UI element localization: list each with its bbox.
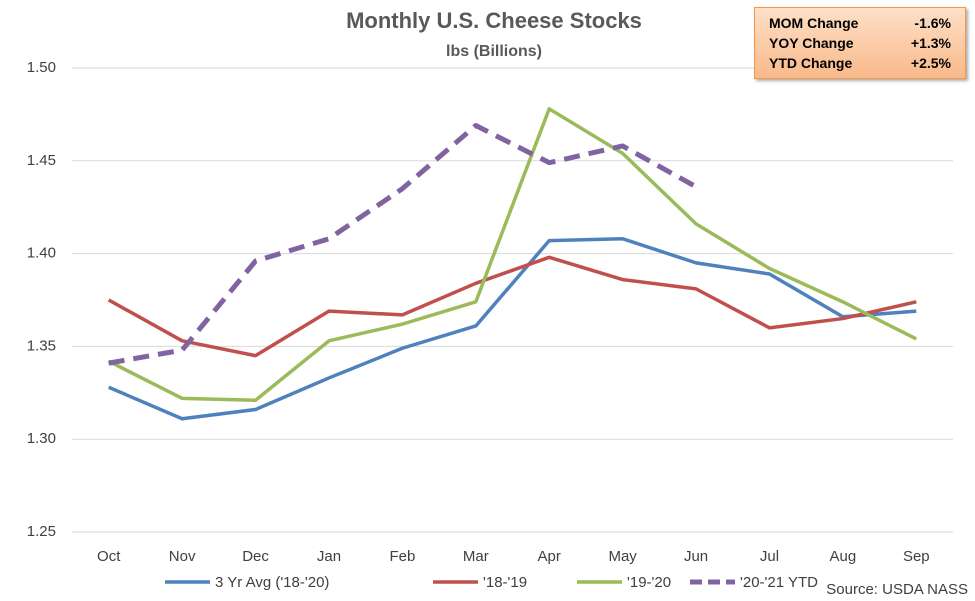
change-box: MOM Change -1.6% YOY Change +1.3% YTD Change… [754, 7, 966, 79]
change-value: +1.3% [910, 35, 951, 51]
y-tick-label: 1.45 [27, 152, 56, 169]
x-tick-label: Oct [97, 548, 121, 565]
legend-label: '20-'21 YTD [740, 574, 818, 591]
x-tick-label: Jul [760, 548, 779, 565]
legend-label: '18-'19 [483, 574, 527, 591]
line-series [107, 255, 917, 358]
x-tick-label: Aug [830, 548, 857, 565]
y-tick-label: 1.30 [27, 430, 56, 447]
change-value: -1.6% [914, 15, 951, 31]
line-series [108, 237, 917, 421]
y-tick-label: 1.25 [27, 523, 56, 540]
chart-subtitle: lbs (Billions) [446, 43, 542, 60]
x-tick-label: Sep [903, 548, 930, 565]
change-row: YOY Change +1.3% [769, 33, 951, 53]
x-tick-label: Feb [389, 548, 415, 565]
x-tick-label: Jun [684, 548, 708, 565]
x-tick-label: Dec [242, 548, 269, 565]
y-tick-label: 1.40 [27, 245, 56, 262]
change-row: MOM Change -1.6% [769, 13, 951, 33]
x-tick-label: Nov [169, 548, 196, 565]
legend-label: 3 Yr Avg ('18-'20) [215, 574, 329, 591]
x-tick-label: Mar [463, 548, 489, 565]
line-series [108, 123, 698, 366]
change-label: YOY Change [769, 35, 854, 51]
source: Source: USDA NASS [826, 581, 968, 598]
change-row: YTD Change +2.5% [769, 53, 951, 73]
change-label: YTD Change [769, 55, 853, 71]
y-tick-label: 1.35 [27, 337, 56, 354]
y-tick-label: 1.50 [27, 59, 56, 76]
line-series [107, 107, 918, 402]
chart-title: Monthly U.S. Cheese Stocks [346, 8, 642, 33]
legend-label: '19-'20 [627, 574, 671, 591]
change-label: MOM Change [769, 15, 859, 31]
change-value: +2.5% [910, 55, 951, 71]
x-tick-label: Jan [317, 548, 341, 565]
x-tick-label: May [608, 548, 637, 565]
x-tick-label: Apr [538, 548, 561, 565]
